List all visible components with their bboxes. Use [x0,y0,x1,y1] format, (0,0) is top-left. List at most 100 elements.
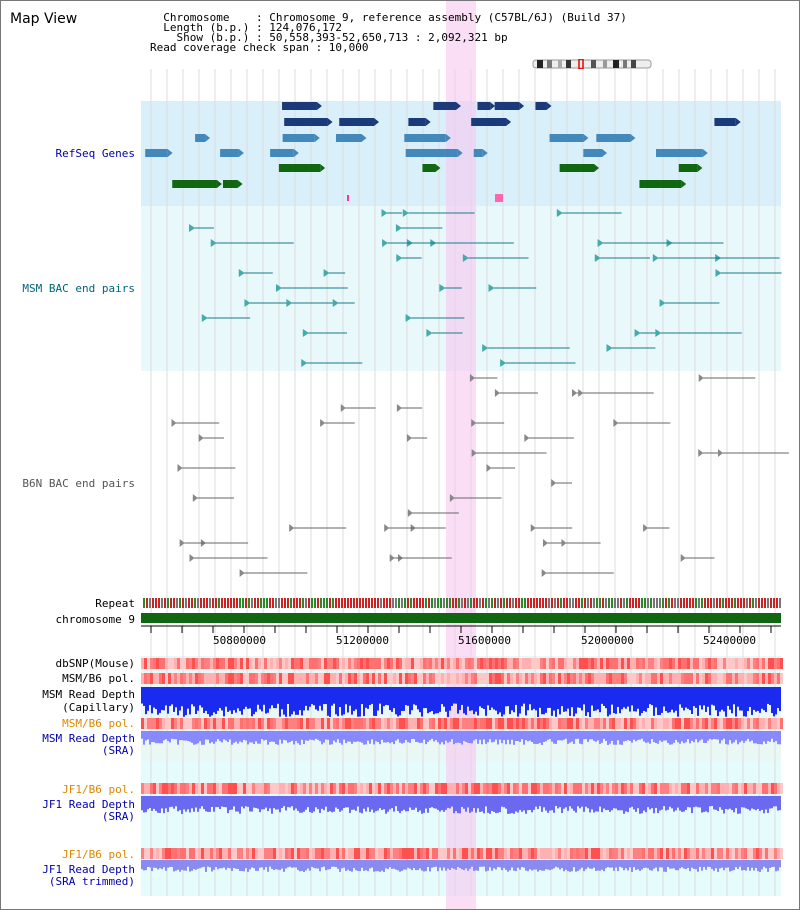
heat-cell [750,673,753,684]
heat-cell [504,783,507,794]
depth-bar [687,860,689,868]
heat-cell [582,673,585,684]
repeat-mark [206,598,208,608]
heat-cell [552,658,555,669]
heat-cell [249,658,252,669]
depth-bar [263,860,265,870]
heat-cell [570,658,573,669]
chromosome-ideogram[interactable] [531,54,655,70]
depth-bar [201,860,203,868]
depth-bar [251,860,253,868]
heat-cell [159,658,162,669]
heat-cell [375,658,378,669]
depth-bar [607,796,609,810]
heat-cell [639,783,642,794]
depth-bar [305,796,307,810]
heat-cell [402,783,405,794]
heat-cell [192,673,195,684]
heat-cell [396,658,399,669]
heat-cell [720,783,723,794]
heat-cell [603,673,606,684]
depth-bar [753,731,755,744]
depth-bar [485,796,487,807]
heat-cell [741,673,744,684]
depth-bar [417,860,419,870]
heat-cell [333,673,336,684]
depth-bar [259,796,261,813]
heat-cell [363,658,366,669]
heat-cell [627,658,630,669]
depth-bar [529,796,531,810]
heat-cell [192,783,195,794]
depth-bar [699,687,701,706]
depth-bar [569,687,571,716]
repeat-mark [695,598,697,608]
heat-cell [414,783,417,794]
depth-bar [517,731,519,742]
heat-cell [606,783,609,794]
depth-bar [703,687,705,706]
heat-cell [576,718,579,729]
heat-cell [174,673,177,684]
depth-bar [571,687,573,708]
depth-bar [651,796,653,809]
heat-cell [387,848,390,859]
repeat-mark [425,598,427,608]
heat-cell [327,783,330,794]
heat-cell [213,673,216,684]
depth-bar [721,687,723,710]
heat-cell [609,673,612,684]
repeat-mark [305,598,307,608]
heat-cell [210,658,213,669]
depth-bar [169,796,171,808]
heat-cell [183,848,186,859]
heat-cell [303,718,306,729]
depth-bar [417,796,419,812]
heat-cell [684,673,687,684]
depth-bar [209,687,211,717]
heat-cell [372,848,375,859]
heat-cell [345,658,348,669]
depth-bar [353,731,355,742]
heat-cell [564,848,567,859]
gene-feature [404,134,424,142]
heat-cell [759,783,762,794]
depth-bar [697,731,699,743]
heat-cell [621,783,624,794]
depth-bar [331,796,333,813]
heat-cell [252,848,255,859]
heat-cell [342,718,345,729]
depth-bar [737,687,739,707]
depth-bar [457,731,459,743]
heat-cell [255,718,258,729]
heat-cell [528,848,531,859]
heat-cell [693,718,696,729]
heat-cell [180,783,183,794]
heat-cell [621,673,624,684]
heat-cell [321,658,324,669]
repeat-mark [392,598,394,608]
heat-cell [288,718,291,729]
heat-cell [636,673,639,684]
depth-bar [569,796,571,807]
heat-cell [522,718,525,729]
depth-bar [455,731,457,743]
depth-bar [755,860,757,868]
depth-bar [547,731,549,740]
heat-cell [165,783,168,794]
depth-bar [145,860,147,871]
heat-cell [660,783,663,794]
heat-cell [372,658,375,669]
heat-cell [294,673,297,684]
depth-bar [583,687,585,705]
heat-cell [459,673,462,684]
depth-bar [531,687,533,711]
repeat-mark [545,598,547,608]
depth-bar [227,687,229,712]
depth-bar [639,860,641,871]
depth-bar [371,731,373,740]
repeat-mark [332,598,334,608]
depth-bar [659,731,661,741]
heat-cell [243,658,246,669]
